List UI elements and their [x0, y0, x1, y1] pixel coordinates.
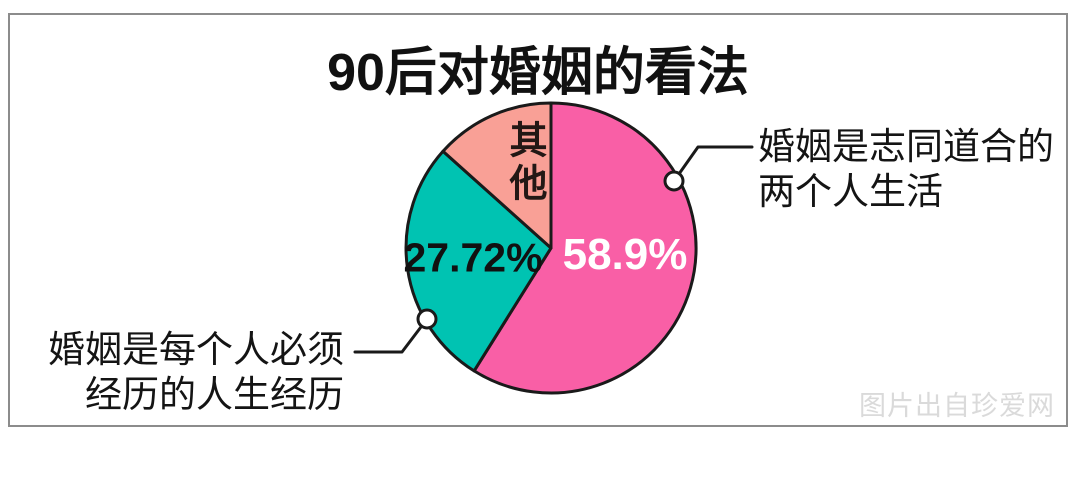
- callout-right-line2: 两个人生活: [758, 171, 943, 212]
- callout-left-line2: 经历的人生经历: [85, 374, 344, 415]
- callout-right-line1: 婚姻是志同道合的: [758, 126, 1054, 167]
- callout-right: 婚姻是志同道合的 两个人生活: [758, 124, 1054, 214]
- callout-leaders-group: [353, 145, 754, 354]
- slice-value-label-58-9: 58.9%: [562, 230, 688, 279]
- leader-dot-left: [416, 308, 438, 330]
- pie-slices-group: [404, 101, 698, 395]
- pie-slice-3: [441, 101, 553, 250]
- pie-slice-2: [404, 149, 553, 373]
- chart-title: 90后对婚姻的看法: [327, 44, 749, 102]
- leader-line-right: [672, 145, 754, 183]
- leader-dot-right: [663, 170, 685, 192]
- pie-slice-1: [472, 101, 698, 395]
- callout-left-line1: 婚姻是每个人必须: [48, 329, 344, 370]
- slice-value-label-27-72: 27.72%: [403, 234, 543, 281]
- leader-line-left: [353, 317, 429, 354]
- watermark: 图片出自珍爱网: [859, 391, 1055, 421]
- callout-left: 婚姻是每个人必须 经历的人生经历: [48, 327, 344, 417]
- slice-label-other: 其他: [503, 120, 545, 206]
